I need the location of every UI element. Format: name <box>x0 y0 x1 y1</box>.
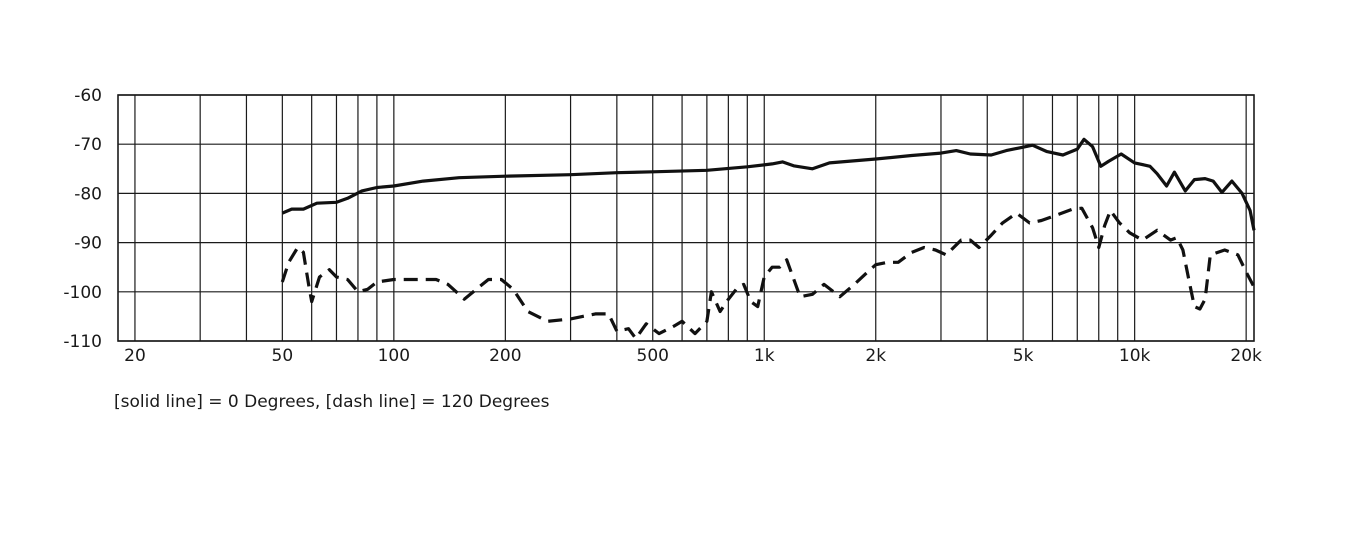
plot-background <box>117 94 1255 342</box>
chart-caption: [solid line] = 0 Degrees, [dash line] = … <box>114 392 550 412</box>
solid-series-line <box>281 137 1256 231</box>
series-layer <box>280 137 1256 341</box>
y-tick-label: -90 <box>74 234 102 254</box>
x-tick-label: 1k <box>754 346 775 366</box>
x-tick-labels: 20 50 100 200 500 1k 2k 5k 10k 20k <box>124 346 1262 366</box>
x-tick-label: 5k <box>1013 346 1034 366</box>
x-tick-label: 2k <box>865 346 886 366</box>
x-tick-label: 200 <box>489 346 521 366</box>
dashed-series-line <box>280 206 1256 341</box>
y-gridlines <box>118 94 1254 342</box>
y-tick-label: -100 <box>63 283 102 303</box>
x-tick-label: 20 <box>124 346 146 366</box>
y-tick-label: -60 <box>74 86 102 106</box>
y-tick-label: -110 <box>63 332 102 352</box>
x-tick-label: 100 <box>378 346 410 366</box>
x-tick-label: 500 <box>637 346 669 366</box>
x-tick-label: 20k <box>1230 346 1262 366</box>
x-tick-label: 10k <box>1119 346 1151 366</box>
y-tick-label: -80 <box>74 184 102 204</box>
y-tick-labels: -60 -70 -80 -90 -100 -110 <box>63 86 102 352</box>
y-tick-label: -70 <box>74 135 102 155</box>
x-tick-label: 50 <box>272 346 294 366</box>
x-gridlines <box>134 95 1247 341</box>
plot-area <box>117 94 1255 342</box>
